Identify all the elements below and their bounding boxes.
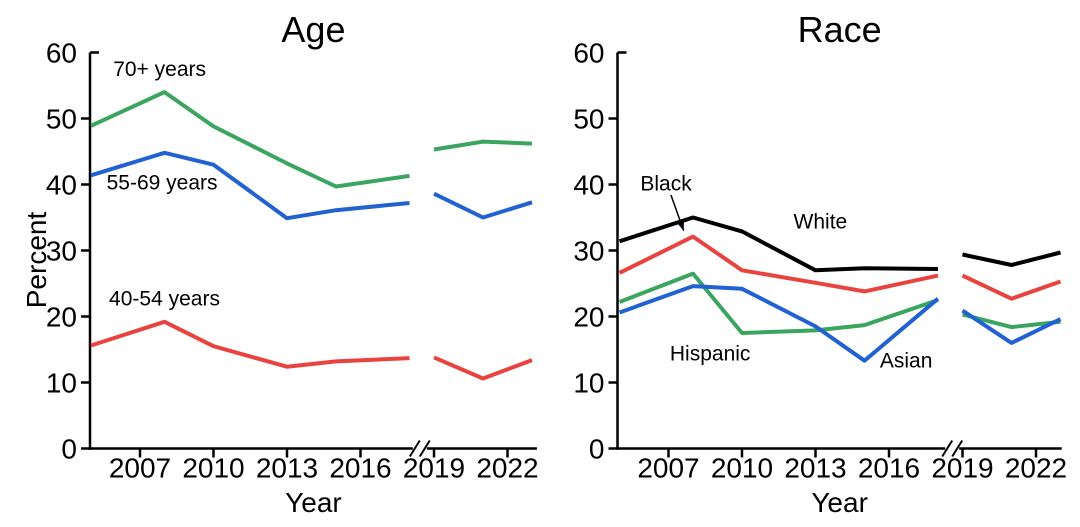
y-tick-label: 40: [573, 170, 604, 201]
y-axis-label: Percent: [21, 212, 52, 309]
annotation-black: Black: [640, 173, 692, 196]
annotation-55-69-years: 55-69 years: [107, 171, 218, 194]
x-tick-label: 2010: [711, 453, 773, 484]
y-tick-label: 60: [573, 38, 604, 69]
series-line-asian: [618, 284, 940, 363]
x-axis-label: Year: [811, 487, 868, 518]
series-line-white: [962, 250, 1061, 267]
x-tick-label: 2007: [109, 453, 171, 484]
series-line-hispanic: [618, 271, 939, 335]
x-tick-label: 2013: [256, 453, 318, 484]
y-tick-label: 0: [61, 434, 77, 465]
chart-title: Age: [281, 9, 345, 50]
chart-title: Race: [798, 9, 882, 50]
y-tick-label: 60: [46, 38, 77, 69]
x-tick-label: 2010: [182, 453, 244, 484]
series-line-55-69-years: [90, 150, 410, 221]
series-line-55-69-years: [433, 191, 533, 220]
annotation-40-54-years: 40-54 years: [109, 288, 220, 311]
series-line-70-years: [433, 139, 533, 152]
axis-break-slash: [941, 439, 954, 458]
x-tick-label: 2019: [403, 453, 465, 484]
axis-break-gap: [945, 444, 960, 453]
age-chart: 0 10 20 30 40 50 60 2007 2010 2013 2016 2019 2022 70+…: [21, 9, 539, 518]
series-line-asian: [961, 308, 1062, 345]
annotation-70-years: 70+ years: [113, 58, 206, 81]
annotation-arrowhead: [677, 221, 684, 231]
x-tick-label: 2007: [637, 453, 699, 484]
x-tick-label: 2016: [329, 453, 391, 484]
annotation-white: White: [794, 210, 848, 233]
age-chart-panel: 0 10 20 30 40 50 60 2007 2010 2013 2016 2019 2022 70+…: [21, 9, 539, 518]
series-line-40-54-years: [433, 355, 533, 381]
annotation-asian: Asian: [880, 350, 933, 373]
y-tick-label: 30: [573, 236, 604, 267]
race-chart: 0 10 20 30 40 50 60 2007 2010 2013 2016 2019 2022 Bla…: [573, 9, 1067, 518]
axis-break-slash: [951, 439, 964, 458]
series-line-70-years: [90, 90, 410, 189]
y-tick-label: 10: [46, 368, 77, 399]
y-tick-label: 50: [573, 104, 604, 135]
axis-break-gap: [412, 444, 427, 453]
y-tick-label: 40: [46, 170, 77, 201]
x-tick-label: 2019: [931, 453, 993, 484]
axis-break-slash: [408, 439, 421, 458]
y-tick-label: 0: [589, 434, 605, 465]
series-line-hispanic: [962, 312, 1061, 330]
series-line-white: [618, 215, 939, 273]
race-chart-panel: 0 10 20 30 40 50 60 2007 2010 2013 2016 2019 2022 Bla…: [540, 0, 1080, 527]
y-tick-label: 20: [46, 302, 77, 333]
axis-break-slash: [418, 439, 431, 458]
series-line-40-54-years: [90, 319, 410, 369]
y-tick-label: 50: [46, 104, 77, 135]
y-tick-label: 10: [573, 368, 604, 399]
series-line-black: [961, 273, 1062, 301]
y-tick-label: 30: [46, 236, 77, 267]
x-tick-label: 2016: [858, 453, 920, 484]
annotation-hispanic: Hispanic: [670, 342, 751, 365]
x-axis-label: Year: [285, 487, 342, 518]
series-line-black: [618, 234, 939, 294]
y-tick-label: 20: [573, 302, 604, 333]
x-tick-label: 2022: [1005, 453, 1067, 484]
x-tick-label: 2022: [476, 453, 538, 484]
x-tick-label: 2013: [784, 453, 846, 484]
